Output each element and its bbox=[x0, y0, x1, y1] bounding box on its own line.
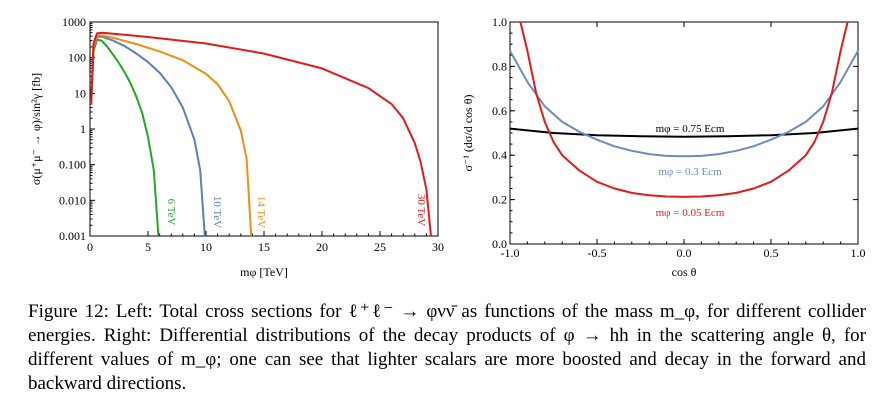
right-series-line-0 bbox=[509, 127, 859, 138]
right-ytick-label: 1.0 bbox=[492, 15, 507, 29]
left-xtick-label: 5 bbox=[145, 240, 151, 254]
right-series-line-1 bbox=[509, 50, 859, 158]
right-ticks: -1.0 -0.5 0.0 0.5 1.0 0.0 0.2 0.4 0.6 0.8 1.0 bbox=[492, 15, 866, 260]
left-xlabel: mφ [TeV] bbox=[240, 265, 288, 279]
right-xlabel: cos θ bbox=[672, 265, 697, 279]
left-chart: 0 5 10 15 20 25 30 0.001 0.010 0.100 1 10 100 1000 mφ… bbox=[29, 15, 444, 279]
right-ytick-label: 0.4 bbox=[492, 148, 507, 162]
left-series-label-14tev: 14 TeV bbox=[255, 196, 267, 228]
left-xtick-label: 20 bbox=[316, 240, 328, 254]
right-xtick-label: -0.5 bbox=[588, 246, 607, 260]
left-series bbox=[90, 31, 432, 237]
left-ytick-label: 1 bbox=[80, 122, 86, 136]
left-ytick-label: 0.001 bbox=[59, 229, 86, 243]
left-series-line-3 bbox=[90, 31, 432, 237]
right-xtick-label: 1.0 bbox=[851, 246, 866, 260]
figure-panels: 0 5 10 15 20 25 30 0.001 0.010 0.100 1 10 100 1000 mφ… bbox=[29, 15, 866, 279]
right-ytick-label: 0.8 bbox=[492, 59, 507, 73]
right-chart: -1.0 -0.5 0.0 0.5 1.0 0.0 0.2 0.4 0.6 0.8 1.0 cos … bbox=[461, 15, 866, 279]
right-ylabel: σ⁻¹ (dσ/d cos θ) bbox=[461, 95, 475, 172]
caption-text: Left: Total cross sections for ℓ⁺ℓ⁻ → φν… bbox=[28, 301, 867, 394]
left-series-line-2 bbox=[90, 34, 253, 237]
left-series-label-30tev: 30 TeV bbox=[415, 194, 427, 226]
right-series-label-075: mφ = 0.75 Ecm bbox=[656, 123, 725, 135]
left-ytick-label: 1000 bbox=[62, 15, 86, 29]
left-series-line-0 bbox=[90, 38, 160, 237]
left-xtick-label: 10 bbox=[200, 240, 212, 254]
left-series-line-1 bbox=[90, 35, 206, 237]
left-series-label-6tev: 6 TeV bbox=[165, 199, 177, 226]
right-xtick-label: -1.0 bbox=[501, 246, 520, 260]
left-xtick-label: 15 bbox=[258, 240, 270, 254]
right-xtick-label: 0.0 bbox=[677, 246, 692, 260]
right-series-label-005: mφ = 0.05 Ecm bbox=[656, 207, 725, 219]
left-series-label-10tev: 10 TeV bbox=[211, 196, 223, 228]
right-ytick-label: 0.0 bbox=[492, 237, 507, 251]
right-ytick-label: 0.6 bbox=[492, 104, 507, 118]
right-series-line-2 bbox=[519, 21, 849, 198]
left-ytick-label: 100 bbox=[68, 51, 86, 65]
left-ytick-label: 0.100 bbox=[59, 158, 86, 172]
right-series-label-03: mφ = 0.3 Ecm bbox=[658, 166, 722, 178]
figure-caption: Figure 12: Left: Total cross sections fo… bbox=[28, 300, 866, 396]
right-xtick-label: 0.5 bbox=[764, 246, 779, 260]
left-ylabel: σ(μ⁺μ⁻ → φ)/sin²γ [fb] bbox=[29, 73, 43, 185]
left-ytick-label: 0.010 bbox=[59, 193, 86, 207]
left-xtick-label: 25 bbox=[374, 240, 386, 254]
right-ytick-label: 0.2 bbox=[492, 193, 507, 207]
left-xtick-label: 0 bbox=[87, 240, 93, 254]
right-series bbox=[509, 21, 859, 198]
left-xtick-label: 30 bbox=[432, 240, 444, 254]
left-ticks: 0 5 10 15 20 25 30 0.001 0.010 0.100 1 10 100 1000 bbox=[59, 15, 444, 254]
left-ytick-label: 10 bbox=[74, 86, 86, 100]
caption-label: Figure 12: bbox=[28, 301, 109, 322]
